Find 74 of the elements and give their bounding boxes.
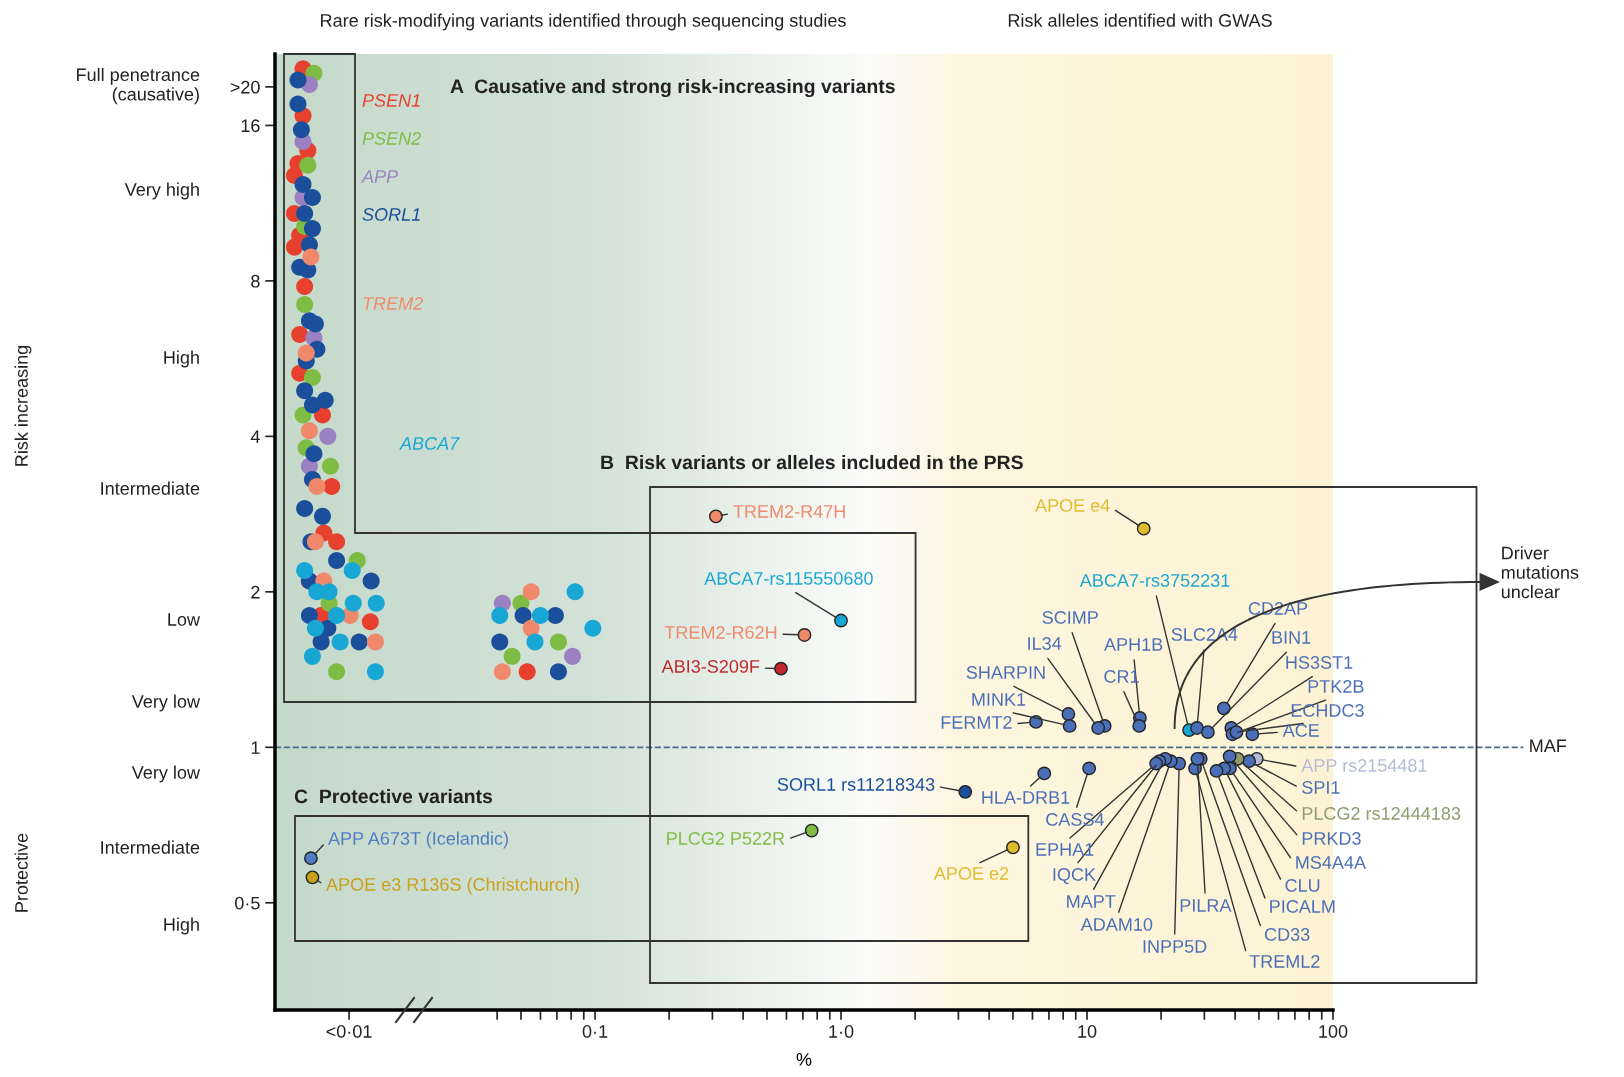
text: APP <box>361 170 399 183</box>
text: High <box>164 917 199 935</box>
text: SORL1 <box>362 208 420 221</box>
annotation: PICALM <box>1270 900 1335 913</box>
annotation: B Risk variants or alleles included in the PRS <box>601 454 1023 470</box>
text: Rare risk-modifying variants identified through sequencing studies <box>321 13 846 31</box>
text: High <box>164 350 199 368</box>
text: Very low <box>131 694 201 712</box>
text: Intermediate <box>101 840 200 854</box>
annotation: ABCA7-rs3752231 <box>1079 574 1230 587</box>
annotation: FERMT2 <box>941 716 1012 729</box>
annotation: APOE e4 <box>1035 499 1110 512</box>
x-tick-label: 10 <box>1078 1025 1097 1038</box>
annotation: CD33 <box>1264 928 1310 941</box>
annotation: SPI1 <box>1302 781 1340 794</box>
text: PSEN1 <box>362 94 420 107</box>
y-tick-label: 2 <box>251 585 260 599</box>
text: PSEN2 <box>362 132 421 145</box>
annotation: IQCK <box>1053 868 1096 885</box>
x-tick-label: <0·01 <box>326 1025 372 1038</box>
annotation: APP rs2154481 <box>1301 759 1427 772</box>
annotation: PILRA <box>1180 899 1232 912</box>
annotation: PTK2B <box>1308 680 1364 693</box>
annotation: APOE e2 <box>933 867 1009 880</box>
annotation: HS3ST1 <box>1286 656 1353 669</box>
annotation: APP A673T (Icelandic) <box>328 831 508 849</box>
annotation: ECHDC3 <box>1291 704 1364 717</box>
y-tick-label: >20 <box>230 80 260 94</box>
text: Low <box>168 613 201 626</box>
annotation: IL34 <box>1028 637 1062 650</box>
annotation: PLCG2 rs12444183 <box>1302 807 1461 820</box>
annotation: PRKD3 <box>1302 832 1361 845</box>
y-tick-label: 1 <box>251 741 260 754</box>
annotation: ABCA7-rs115550680 <box>704 572 873 585</box>
annotation: CLU <box>1285 879 1320 892</box>
y-tick-label: 8 <box>251 274 260 288</box>
x-axis-title: % <box>796 1053 812 1066</box>
x-tick-label: 100 <box>1319 1025 1348 1038</box>
text: Risk alleles identified with GWAS <box>1008 13 1272 27</box>
annotation: TREM2-R62H <box>664 626 777 639</box>
annotation: MINK1 <box>972 693 1026 706</box>
text: Very high <box>124 182 199 200</box>
ref-line-label: MAF <box>1530 739 1567 752</box>
annotation: TREM2-R47H <box>733 505 845 518</box>
annotation: APOE e3 R136S (Christchurch) <box>326 877 579 895</box>
text: ABCA7 <box>399 437 460 450</box>
annotation: SORL1 rs11218343 <box>777 778 935 791</box>
annotation: APH1B <box>1104 638 1163 651</box>
annotation: HLA-DRB1 <box>982 791 1070 804</box>
text: Very low <box>131 765 201 783</box>
annotation: MS4A4A <box>1296 856 1367 869</box>
x-tick-label: 0·1 <box>582 1025 608 1038</box>
y-tick-label: 16 <box>241 119 260 133</box>
text: TREM2 <box>363 297 423 310</box>
text: Protective <box>14 833 28 912</box>
x-tick-label: 1·0 <box>829 1025 854 1038</box>
annotation: ADAM10 <box>1080 918 1153 931</box>
annotation: TREML2 <box>1249 955 1320 968</box>
annotation: C Protective variants <box>294 788 493 804</box>
y-tick-label: 0·5 <box>235 896 260 910</box>
y-tick-label: 4 <box>250 430 260 443</box>
annotation: SHARPIN <box>966 666 1045 679</box>
annotation: PLCG2 P522R <box>667 832 785 845</box>
annotation: ACE <box>1282 724 1320 737</box>
annotation: A Causative and strong risk-increasing variants <box>450 78 895 98</box>
text: Risk increasing <box>14 345 32 466</box>
annotation: BIN1 <box>1272 631 1311 644</box>
annotation: INPP5D <box>1143 940 1207 953</box>
annotation: MAPT <box>1067 895 1116 908</box>
text: Full penetrance (causative) <box>77 67 200 105</box>
annotation: SCIMP <box>1042 611 1098 624</box>
text: Driver mutations unclear <box>1501 546 1579 599</box>
text: Intermediate <box>101 481 200 495</box>
annotation: ABI3-S209F <box>661 660 760 673</box>
